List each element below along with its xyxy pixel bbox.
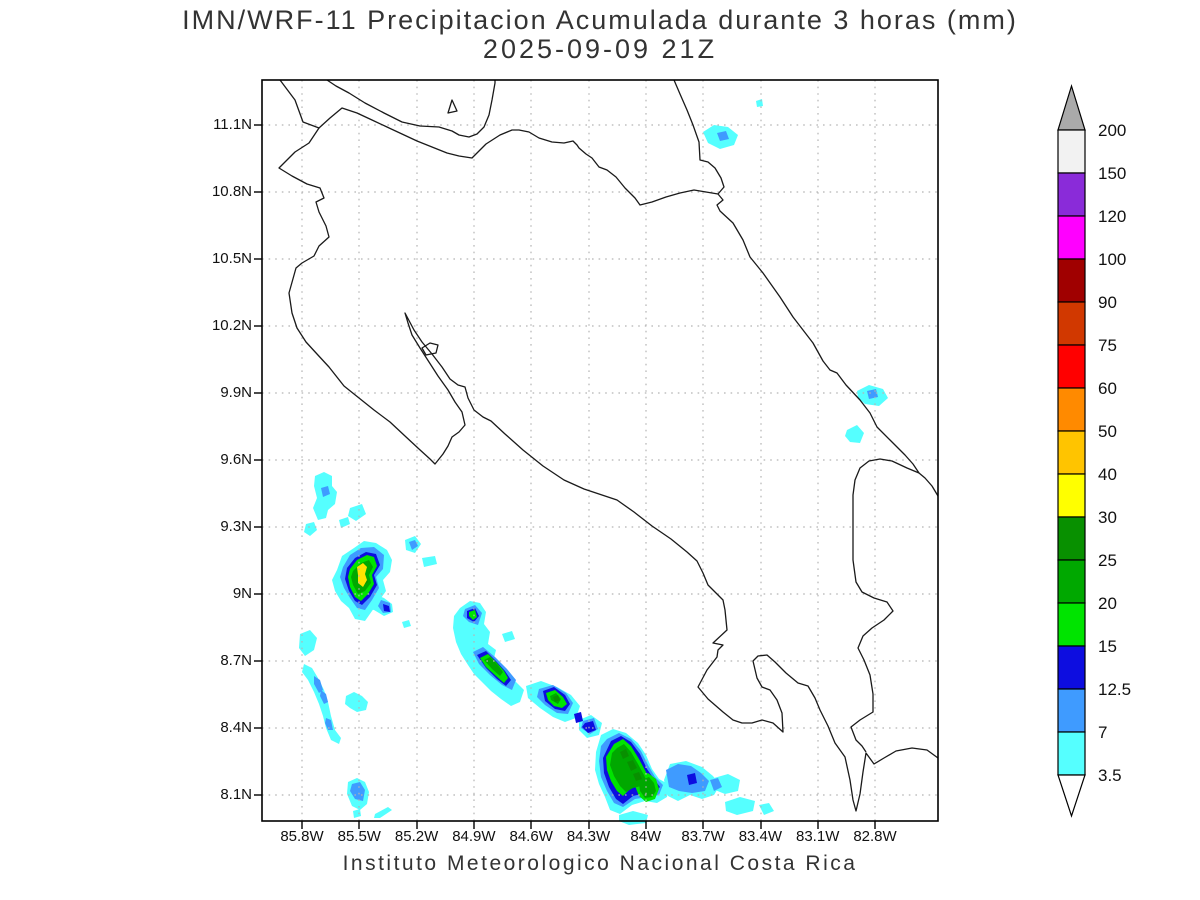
y-axis-label: 9.6N [192, 451, 252, 468]
colorbar-label: 90 [1098, 293, 1117, 312]
precip-layer-rain-12.5-15mm [345, 552, 697, 804]
colorbar-segment [1058, 689, 1085, 732]
x-axis-label: 85.5W [327, 828, 391, 845]
pacific-coast-outline [279, 80, 938, 811]
y-axis-label: 8.1N [192, 786, 252, 803]
y-axis-label: 10.5N [192, 250, 252, 267]
lake-nicaragua-shore [327, 80, 495, 137]
colorbar-label: 40 [1098, 465, 1117, 484]
colorbar-label: 25 [1098, 551, 1117, 570]
colorbar-segment [1058, 259, 1085, 302]
y-axis-label: 8.4N [192, 719, 252, 736]
y-axis-label: 9.9N [192, 384, 252, 401]
colorbar-top-arrow [1058, 86, 1085, 130]
colorbar-label: 20 [1098, 594, 1117, 613]
colorbar-label: 12.5 [1098, 680, 1131, 699]
costa-rica-coastline [279, 80, 938, 811]
chart-subtitle: 2025-09-09 21Z [0, 34, 1200, 65]
x-axis-label: 83.4W [728, 828, 792, 845]
colorbar-segment [1058, 216, 1085, 259]
precip-layer-rain-3.5-7mm [299, 99, 888, 825]
colorbar-label: 200 [1098, 121, 1126, 140]
precip-layer-rain-7-12.5mm [314, 131, 878, 807]
weather-chart-page: IMN/WRF-11 Precipitacion Acumulada duran… [0, 0, 1200, 900]
colorbar-segment [1058, 646, 1085, 689]
colorbar-label: 7 [1098, 723, 1107, 742]
nicaragua-border-line [319, 108, 718, 205]
colorbar-label: 50 [1098, 422, 1117, 441]
colorbar-label: 60 [1098, 379, 1117, 398]
colorbar-segment [1058, 388, 1085, 431]
y-axis-label: 10.8N [192, 183, 252, 200]
colorbar-label: 120 [1098, 207, 1126, 226]
y-axis-label: 9N [192, 585, 252, 602]
colorbar-bottom-arrow [1058, 775, 1085, 816]
axis-tick-marks [254, 125, 875, 829]
x-axis-label: 85.8W [270, 828, 334, 845]
x-axis-label: 83.1W [786, 828, 850, 845]
colorbar-segment [1058, 431, 1085, 474]
map-plot-area [262, 80, 938, 821]
precipitation-shading [299, 99, 888, 825]
y-axis-label: 9.3N [192, 518, 252, 535]
colorbar-segment [1058, 474, 1085, 517]
island-outline [448, 100, 457, 113]
panama-border-line [851, 459, 919, 752]
x-axis-label: 85.2W [385, 828, 449, 845]
chart-title: IMN/WRF-11 Precipitacion Acumulada duran… [0, 5, 1200, 36]
colorbar-label: 100 [1098, 250, 1126, 269]
colorbar-segment [1058, 345, 1085, 388]
colorbar-legend: 200 150 120 100 90 75 60 50 40 30 25 20 15 12.5 7 3.5 [1050, 78, 1190, 848]
x-axis-label: 84W [614, 828, 678, 845]
colorbar-label: 3.5 [1098, 766, 1122, 785]
x-axis-label: 84.9W [442, 828, 506, 845]
x-axis-label: 84.6W [499, 828, 563, 845]
colorbar-segment [1058, 560, 1085, 603]
colorbar-segment [1058, 173, 1085, 216]
y-axis-label: 8.7N [192, 652, 252, 669]
y-axis-label: 10.2N [192, 317, 252, 334]
colorbar-label: 75 [1098, 336, 1117, 355]
footer-caption: Instituto Meteorologico Nacional Costa R… [262, 852, 938, 876]
colorbar-segment [1058, 603, 1085, 646]
y-axis-label: 11.1N [192, 116, 252, 133]
colorbar-label: 30 [1098, 508, 1117, 527]
colorbar-segment [1058, 517, 1085, 560]
colorbar-label: 15 [1098, 637, 1117, 656]
colorbar-segment [1058, 130, 1085, 173]
x-axis-label: 84.3W [557, 828, 621, 845]
colorbar-segment [1058, 732, 1085, 775]
x-axis-label: 82.8W [843, 828, 907, 845]
x-axis-label: 83.7W [671, 828, 735, 845]
colorbar-label: 150 [1098, 164, 1126, 183]
colorbar-segment [1058, 302, 1085, 345]
